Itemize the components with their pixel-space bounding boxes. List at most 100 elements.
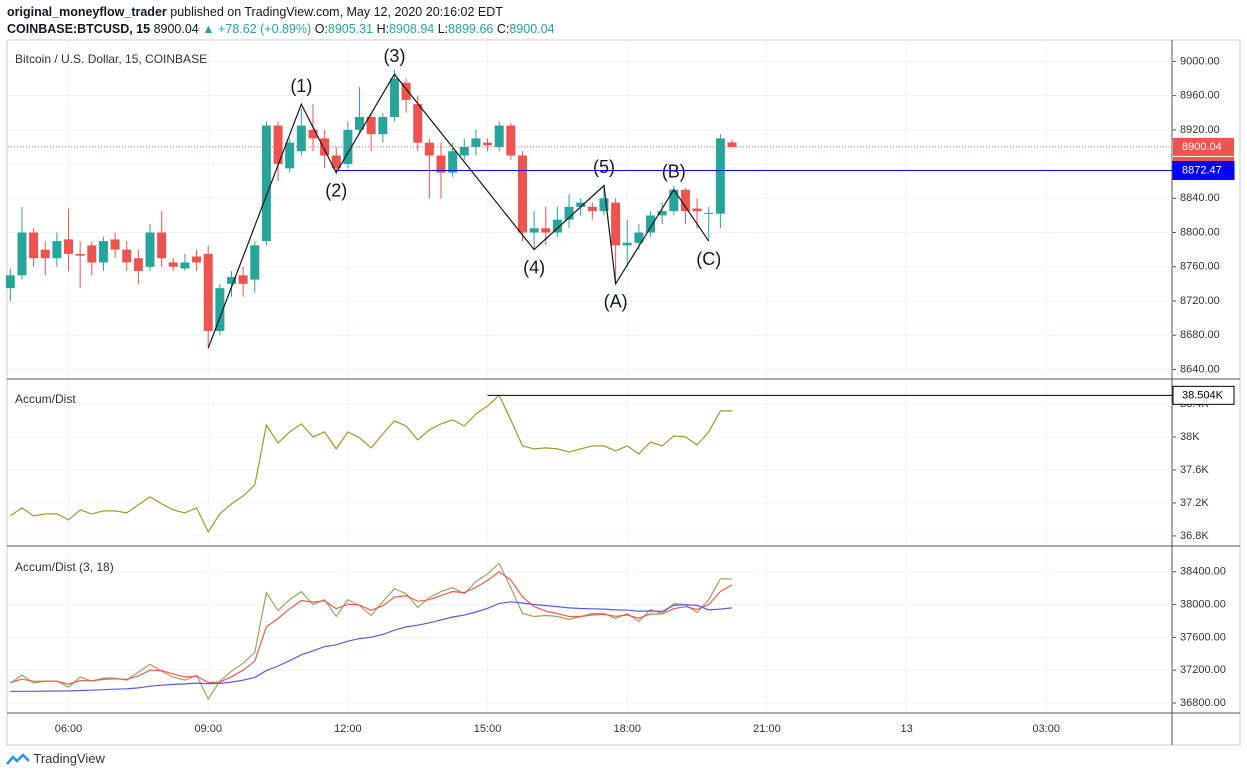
x-tick-label: 15:00 — [474, 723, 502, 735]
candle-body — [727, 142, 737, 147]
candle-body — [250, 245, 260, 280]
candle-body — [273, 125, 283, 165]
candle-body — [192, 256, 202, 263]
price: 8900.04 — [153, 22, 199, 36]
horizontal-line-box — [1172, 385, 1235, 405]
candle-body — [238, 275, 248, 284]
y-tick-label: 8760.00 — [1180, 261, 1220, 273]
candle-body — [634, 232, 644, 243]
candle-body — [517, 155, 527, 233]
candle-body — [401, 82, 411, 100]
candle-body — [320, 138, 330, 156]
change: ▲ +78.62 (+0.89%) — [202, 22, 312, 36]
candle-body — [622, 242, 632, 246]
candle-body — [203, 253, 213, 331]
candle-body — [29, 232, 39, 259]
candle-body — [646, 215, 656, 233]
y-tick-label: 8640.00 — [1180, 363, 1220, 375]
candle-body — [715, 138, 725, 214]
user[interactable]: original_moneyflow_trader — [7, 5, 167, 19]
candle-body — [98, 241, 108, 263]
x-tick-label: 12:00 — [334, 723, 362, 735]
candle-body — [669, 189, 679, 212]
l-value: 8899.66 — [448, 22, 494, 36]
candle-body — [564, 206, 574, 220]
y-tick-label: 9000.00 — [1180, 55, 1220, 67]
wave-label: (3) — [383, 46, 405, 66]
x-tick-label: 09:00 — [194, 723, 222, 735]
y-tick-label: 8720.00 — [1180, 295, 1220, 307]
candle-body — [378, 117, 388, 135]
candle-body — [110, 239, 120, 250]
candle-body — [529, 228, 539, 233]
wave-label: (5) — [593, 157, 615, 177]
x-tick-label: 18:00 — [613, 723, 641, 735]
candle-body — [599, 198, 609, 212]
y-tick-label: 8840.00 — [1180, 192, 1220, 204]
y-tick-label: 37200.00 — [1180, 664, 1226, 676]
candle-body — [215, 288, 225, 331]
y-tick-label: 38000.00 — [1180, 598, 1226, 610]
candle-body — [448, 151, 458, 173]
ad-line — [9, 394, 732, 534]
candle-body — [576, 202, 586, 207]
ad-line — [9, 562, 732, 701]
x-tick-label: 06:00 — [55, 723, 83, 735]
candle-body — [296, 125, 306, 152]
published: published on TradingView.com, May 12, 20… — [170, 5, 503, 19]
wave-label: (1) — [290, 76, 312, 96]
last-price-label: 8900.04 — [1182, 141, 1222, 153]
y-tick-label: 37.2K — [1180, 497, 1209, 509]
candle-body — [611, 202, 621, 246]
wave-label: (C) — [696, 249, 721, 269]
horizontal-line-label: 38.504K — [1182, 389, 1224, 401]
candle-body — [389, 78, 399, 118]
candle-body — [459, 146, 469, 156]
x-tick-label: 21:00 — [753, 723, 781, 735]
y-tick-label: 8680.00 — [1180, 329, 1220, 341]
wave-label: (4) — [523, 257, 545, 277]
footer: TradingView — [6, 751, 105, 767]
candle-body — [680, 189, 690, 212]
wave-label: (A) — [604, 292, 628, 312]
pane-title: Bitcoin / U.S. Dollar, 15, COINBASE — [15, 52, 207, 66]
candle-body — [541, 228, 551, 233]
candle-body — [483, 142, 493, 146]
candle-body — [180, 262, 190, 269]
c-label: C: — [496, 22, 510, 36]
logo — [6, 752, 30, 765]
candle-body — [355, 117, 365, 130]
brand[interactable]: TradingView — [33, 751, 105, 766]
y-tick-label: 37600.00 — [1180, 631, 1226, 643]
candle-body — [157, 232, 167, 259]
y-tick-label: 36.8K — [1180, 530, 1209, 542]
c-value: 8900.04 — [509, 22, 555, 36]
candle-body — [366, 117, 376, 135]
candle-body — [587, 206, 597, 212]
symbol: COINBASE:BTCUSD, 15 — [7, 22, 151, 36]
candle-body — [657, 211, 667, 216]
candle-body — [436, 155, 446, 173]
candle-body — [226, 277, 236, 284]
y-tick-label: 37.6K — [1180, 464, 1209, 476]
candle-body — [168, 262, 178, 267]
candle-body — [331, 155, 341, 169]
y-tick-label: 36800.00 — [1180, 697, 1226, 709]
publish-line: original_moneyflow_trader published on T… — [7, 4, 555, 21]
x-tick-label: 03:00 — [1033, 723, 1061, 735]
candle-body — [261, 125, 271, 242]
candle-body — [285, 142, 295, 169]
l-label: L: — [437, 22, 449, 36]
candle-body — [64, 239, 74, 254]
candle-body — [413, 104, 423, 143]
wave-label: (2) — [325, 180, 347, 200]
y-tick-label: 8960.00 — [1180, 90, 1220, 102]
y-tick-label: 8920.00 — [1180, 124, 1220, 136]
ad-line — [10, 571, 733, 685]
x-tick-label: 13 — [900, 723, 912, 735]
horizontal-line-box — [1172, 161, 1235, 181]
candle-body — [52, 241, 62, 259]
candle-body — [692, 208, 702, 212]
candle-body — [17, 232, 27, 276]
